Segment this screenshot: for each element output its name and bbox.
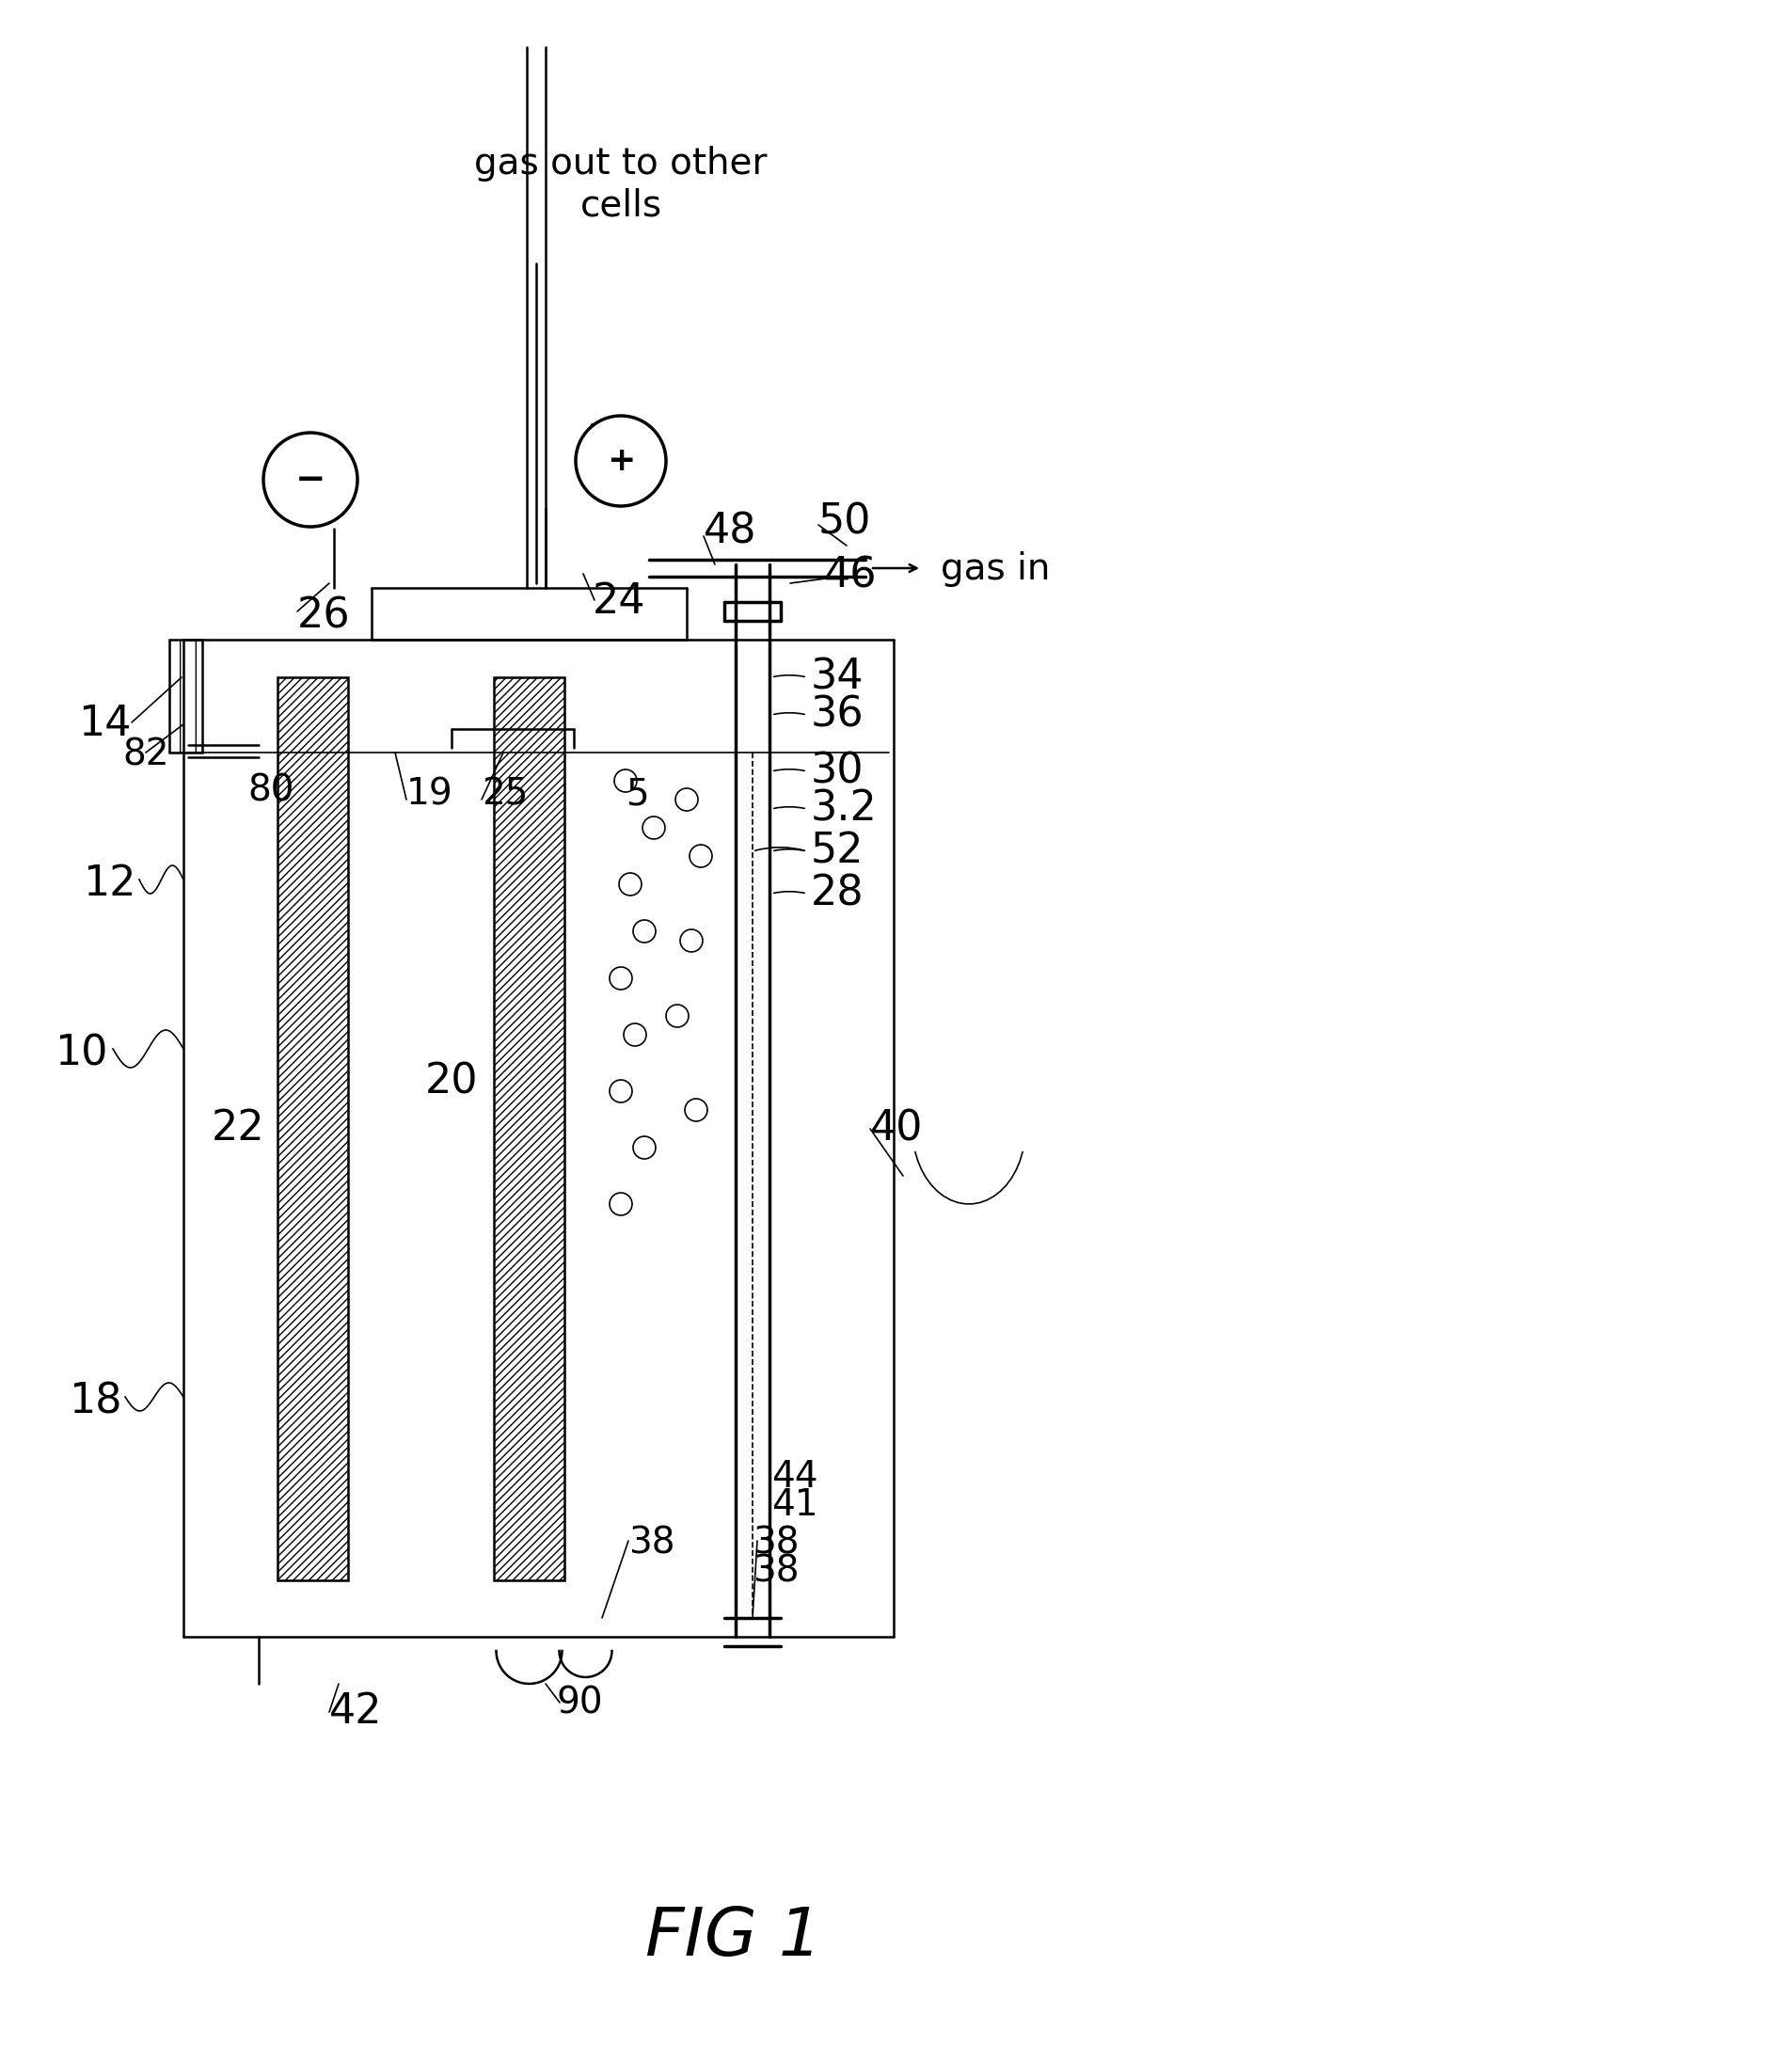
Text: 82: 82 <box>122 736 168 773</box>
Text: 25: 25 <box>482 777 529 812</box>
Bar <box>168 640 202 753</box>
Circle shape <box>618 873 642 896</box>
Text: 40: 40 <box>869 1108 923 1149</box>
Text: 20: 20 <box>425 1061 478 1102</box>
Text: 18: 18 <box>70 1380 122 1421</box>
Bar <box>278 677 348 1581</box>
Circle shape <box>575 415 665 505</box>
Text: 38: 38 <box>627 1526 674 1560</box>
Circle shape <box>679 928 702 953</box>
Circle shape <box>615 769 636 791</box>
Circle shape <box>624 1022 645 1045</box>
Circle shape <box>676 787 697 812</box>
Text: 24: 24 <box>593 581 645 622</box>
Text: −: − <box>296 462 326 497</box>
Circle shape <box>665 1004 688 1027</box>
Text: 16: 16 <box>584 421 638 462</box>
Circle shape <box>263 434 357 528</box>
Text: 12: 12 <box>82 863 136 904</box>
Bar <box>493 677 564 1581</box>
Text: 42: 42 <box>330 1691 382 1732</box>
Text: 14: 14 <box>79 703 131 744</box>
Text: 36: 36 <box>810 695 864 734</box>
Text: FIG 1: FIG 1 <box>645 1906 821 1969</box>
Circle shape <box>609 1192 633 1215</box>
Text: +: + <box>606 446 634 476</box>
Bar <box>493 677 564 1581</box>
Text: 22: 22 <box>211 1108 265 1149</box>
Bar <box>278 677 348 1581</box>
Text: 19: 19 <box>407 777 453 812</box>
Text: 90: 90 <box>557 1685 604 1720</box>
Text: 28: 28 <box>810 873 864 914</box>
Text: gas out to other
cells: gas out to other cells <box>475 145 767 223</box>
Text: 46: 46 <box>824 556 876 595</box>
Text: 3.2: 3.2 <box>810 789 876 828</box>
Circle shape <box>633 1137 656 1160</box>
Text: 26: 26 <box>297 595 351 636</box>
Text: 10: 10 <box>56 1033 108 1074</box>
Text: 34: 34 <box>810 656 864 697</box>
Text: 52: 52 <box>810 830 864 871</box>
Text: 38: 38 <box>753 1526 799 1560</box>
Circle shape <box>685 1098 708 1121</box>
Text: 44: 44 <box>771 1458 817 1495</box>
Text: 41: 41 <box>771 1487 817 1524</box>
Circle shape <box>633 920 656 943</box>
Text: 38: 38 <box>753 1552 799 1589</box>
Text: 80: 80 <box>247 773 294 808</box>
Circle shape <box>609 1080 633 1102</box>
Circle shape <box>642 816 665 838</box>
Circle shape <box>609 967 633 990</box>
Text: gas in: gas in <box>941 552 1050 587</box>
Bar <box>168 640 202 753</box>
Circle shape <box>690 845 711 867</box>
Text: 50: 50 <box>817 501 871 542</box>
Text: 48: 48 <box>702 511 756 552</box>
Text: 30: 30 <box>810 751 864 791</box>
Text: 5: 5 <box>625 777 649 812</box>
